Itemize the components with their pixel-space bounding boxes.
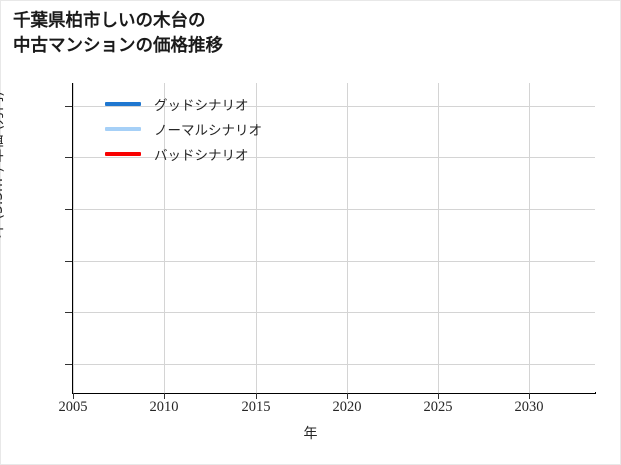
legend-swatch-normal-icon xyxy=(105,126,141,131)
legend-item-bad: バッドシナリオ xyxy=(105,141,305,166)
x-axis-title: 年 xyxy=(303,426,318,442)
chart-legend: グッドシナリオ ノーマルシナリオ バッドシナリオ xyxy=(105,91,305,166)
x-tick-label: 2025 xyxy=(423,399,453,415)
legend-swatch-bad-icon xyxy=(105,151,141,156)
x-axis-tick xyxy=(529,393,530,399)
x-tick-label: 2010 xyxy=(149,399,179,415)
x-tick-label: 2020 xyxy=(332,399,362,415)
x-axis-tick xyxy=(256,393,257,399)
y-axis-tick xyxy=(65,157,72,158)
legend-item-good: グッドシナリオ xyxy=(105,91,305,116)
gridline-horizontal xyxy=(73,312,595,313)
y-axis-tick xyxy=(65,312,72,313)
y-axis-tick xyxy=(65,106,72,107)
legend-label-bad: バッドシナリオ xyxy=(154,147,249,164)
gridline-vertical xyxy=(256,83,257,393)
legend-item-normal: ノーマルシナリオ xyxy=(105,116,305,141)
x-axis-tick xyxy=(438,393,439,399)
gridline-horizontal xyxy=(73,157,595,158)
y-axis-tick xyxy=(65,261,72,262)
gridline-vertical xyxy=(438,83,439,393)
gridline-horizontal xyxy=(73,209,595,210)
gridline-horizontal xyxy=(73,106,595,107)
x-axis-tick xyxy=(164,393,165,399)
legend-label-normal: ノーマルシナリオ xyxy=(154,122,262,139)
plot-area xyxy=(73,83,595,393)
gridline-vertical xyxy=(529,83,530,393)
x-tick-label: 2005 xyxy=(58,399,88,415)
y-axis-tick xyxy=(65,209,72,210)
gridline-vertical xyxy=(347,83,348,393)
legend-label-good: グッドシナリオ xyxy=(154,97,249,114)
y-axis-title: 坪 (3.3m²) 単価 (万円) xyxy=(0,91,6,238)
plot-background xyxy=(73,83,595,393)
x-axis-tick xyxy=(347,393,348,399)
gridline-horizontal xyxy=(73,261,595,262)
x-tick-label: 2015 xyxy=(241,399,271,415)
chart-title: 千葉県柏市しいの木台の 中古マンションの価格推移 xyxy=(13,11,223,56)
x-axis-tick xyxy=(73,393,74,399)
legend-swatch-good-icon xyxy=(105,101,141,106)
gridline-horizontal xyxy=(73,364,595,365)
y-axis-tick xyxy=(65,364,72,365)
gridline-vertical xyxy=(73,83,74,393)
x-tick-label: 2030 xyxy=(514,399,544,415)
gridline-vertical xyxy=(164,83,165,393)
x-axis-spine xyxy=(72,392,596,394)
